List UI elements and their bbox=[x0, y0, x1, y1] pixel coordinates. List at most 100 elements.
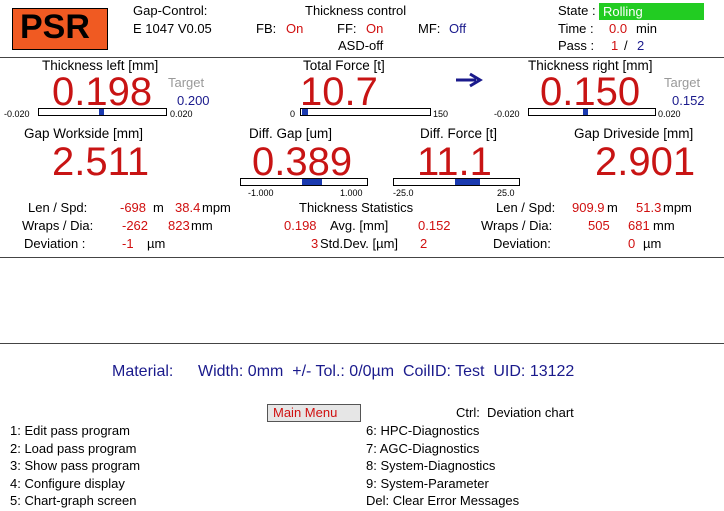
pass-total: 2 bbox=[637, 38, 645, 53]
panel-value: 0.389 bbox=[252, 140, 353, 184]
fb-label: FB: bbox=[256, 21, 277, 36]
main-menu-title[interactable]: Main Menu bbox=[273, 405, 338, 420]
menu-item[interactable]: 8: System-Diagnostics bbox=[366, 458, 496, 474]
stat-label: Wraps / Dia: bbox=[22, 218, 94, 233]
gauge-min: -0.020 bbox=[4, 109, 30, 119]
pass-current: 1 bbox=[611, 38, 619, 53]
state-value: Rolling bbox=[603, 4, 643, 19]
stat-label: Deviation: bbox=[493, 236, 551, 251]
stat-value: -1 bbox=[122, 236, 134, 251]
pass-label: Pass : bbox=[558, 38, 595, 53]
menu-item[interactable]: 1: Edit pass program bbox=[10, 423, 130, 438]
material-label: Material: bbox=[112, 363, 174, 380]
target-value: 0.200 bbox=[177, 93, 210, 108]
gauge-marker bbox=[302, 179, 322, 185]
ff-label: FF: bbox=[337, 21, 357, 36]
stat-label: Deviation : bbox=[24, 236, 86, 251]
stat-value: 38.4 bbox=[175, 200, 201, 215]
target-label: Target bbox=[664, 75, 701, 90]
stat-label: Avg. [mm] bbox=[330, 218, 389, 233]
stat-unit: m bbox=[153, 200, 164, 215]
header-title: Thickness control bbox=[305, 3, 407, 18]
gauge-bar bbox=[300, 108, 431, 116]
gauge-marker bbox=[583, 109, 588, 115]
state-box bbox=[599, 3, 704, 20]
panel-label: Thickness right [mm] bbox=[528, 58, 653, 73]
menu-item[interactable]: 2: Load pass program bbox=[10, 440, 137, 456]
asd-status: ASD-off bbox=[338, 38, 384, 53]
stat-value: 2 bbox=[420, 236, 428, 251]
gap-control-label: Gap-Control: bbox=[133, 3, 208, 18]
logo-text: PSR bbox=[20, 8, 90, 46]
panel-label: Diff. Force [t] bbox=[420, 126, 498, 141]
stat-unit: m bbox=[607, 200, 618, 215]
divider bbox=[0, 57, 724, 58]
stat-unit: mpm bbox=[202, 200, 231, 215]
stat-value: -698 bbox=[120, 200, 147, 215]
stat-unit: mm bbox=[191, 218, 213, 233]
stat-unit: mm bbox=[653, 218, 675, 233]
version: E 1047 V0.05 bbox=[133, 21, 212, 36]
panel-label: Diff. Gap [um] bbox=[249, 126, 333, 141]
panel-value: 11.1 bbox=[417, 140, 492, 184]
ctrl-hint: Ctrl: Deviation chart bbox=[456, 405, 574, 420]
stat-value: 505 bbox=[588, 218, 610, 233]
stats-title: Thickness Statistics bbox=[299, 200, 414, 215]
menu-item[interactable]: 4: Configure display bbox=[10, 475, 125, 491]
menu-item[interactable]: Del: Clear Error Messages bbox=[366, 493, 520, 509]
gauge-min: -0.020 bbox=[494, 109, 520, 119]
ff-value: On bbox=[366, 21, 384, 36]
state-label: State : bbox=[558, 3, 596, 18]
panel-value: 0.198 bbox=[52, 70, 153, 114]
arrow-icon bbox=[456, 72, 483, 88]
panel-value: 0.150 bbox=[540, 70, 641, 114]
stat-value: 0.152 bbox=[418, 218, 451, 233]
menu-item[interactable]: 3: Show pass program bbox=[10, 458, 141, 474]
panel-label: Total Force [t] bbox=[303, 58, 385, 73]
target-label: Target bbox=[168, 75, 205, 90]
time-label: Time : bbox=[558, 21, 594, 36]
target-value: 0.152 bbox=[672, 93, 705, 108]
mf-value: Off bbox=[449, 21, 467, 36]
panel-value: 2.511 bbox=[52, 140, 150, 184]
gauge-marker bbox=[455, 179, 480, 185]
stat-label: Len / Spd: bbox=[28, 200, 88, 215]
menu-item[interactable]: 7: AGC-Diagnostics bbox=[366, 440, 480, 456]
pass-separator: / bbox=[624, 38, 628, 53]
gauge-max: 150 bbox=[433, 109, 449, 119]
stat-value: 3 bbox=[311, 236, 319, 251]
logo-box bbox=[12, 8, 108, 50]
gauge-max: 0.020 bbox=[658, 109, 681, 119]
stat-value: 0 bbox=[628, 236, 636, 251]
panel-label: Thickness left [mm] bbox=[42, 58, 159, 73]
time-unit: min bbox=[636, 21, 657, 36]
gauge-marker bbox=[99, 109, 104, 115]
gauge-max: 0.020 bbox=[170, 109, 193, 119]
stat-value: 681 bbox=[628, 218, 650, 233]
divider bbox=[0, 257, 724, 258]
material-details: Width: 0mm +/- Tol.: 0/0µm CoilID: Test … bbox=[198, 363, 575, 380]
gauge-min: -25.0 bbox=[393, 188, 414, 198]
panel-label: Gap Driveside [mm] bbox=[574, 126, 694, 141]
stat-value: 909.9 bbox=[572, 200, 605, 215]
stat-label: Len / Spd: bbox=[496, 200, 556, 215]
stat-unit: µm bbox=[643, 236, 662, 251]
stat-value: 51.3 bbox=[636, 200, 662, 215]
menu-item[interactable]: 9: System-Parameter bbox=[366, 475, 489, 491]
gauge-marker bbox=[302, 109, 308, 115]
main-menu-button[interactable] bbox=[267, 404, 361, 422]
stat-value: 823 bbox=[168, 218, 190, 233]
gauge-min: 0 bbox=[290, 109, 296, 119]
stat-value: 0.198 bbox=[284, 218, 317, 233]
panel-value: 2.901 bbox=[595, 140, 696, 184]
panel-value: 10.7 bbox=[300, 70, 378, 114]
menu-item[interactable]: 5: Chart-graph screen bbox=[10, 493, 137, 509]
menu-item[interactable]: 6: HPC-Diagnostics bbox=[366, 423, 480, 438]
fb-value: On bbox=[286, 21, 304, 36]
mf-label: MF: bbox=[418, 21, 441, 36]
gauge-max: 1.000 bbox=[340, 188, 363, 198]
gauge-max: 25.0 bbox=[497, 188, 515, 198]
divider bbox=[0, 343, 724, 344]
stat-label: Std.Dev. [µm] bbox=[320, 236, 399, 251]
